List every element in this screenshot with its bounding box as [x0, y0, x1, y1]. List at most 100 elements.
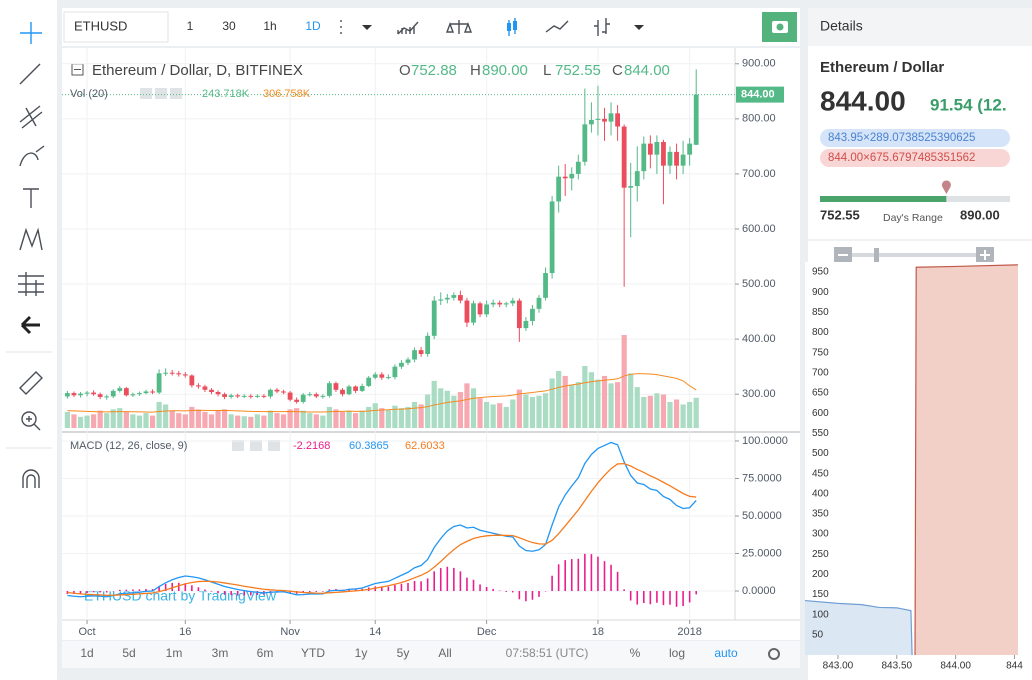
ohlc-key: C [612, 62, 623, 79]
candle-body [261, 395, 267, 397]
zoom-handle[interactable] [874, 248, 879, 263]
legend-button[interactable] [140, 88, 152, 99]
volume-bar [176, 413, 182, 428]
candle-body [241, 395, 247, 397]
dropdown[interactable] [634, 25, 644, 30]
volume-bar [503, 406, 509, 428]
brush-tool[interactable] [19, 145, 45, 167]
range-button[interactable]: 1d [80, 646, 93, 660]
volume-bar [202, 411, 208, 428]
candle-body [78, 393, 83, 396]
dropdown[interactable] [362, 25, 372, 30]
legend-buttons [140, 88, 280, 451]
candle-body [602, 118, 607, 122]
legend-button[interactable] [155, 88, 167, 99]
candle-body [307, 394, 313, 396]
scale-option[interactable]: log [669, 646, 685, 660]
legend-button[interactable] [250, 440, 262, 451]
depth-x-tick-label: 843.50 [881, 661, 912, 672]
text-tool[interactable] [23, 188, 39, 208]
scale-option[interactable]: % [630, 646, 641, 660]
candle-body [300, 394, 306, 402]
volume-bar [228, 414, 234, 428]
forecast-tool[interactable] [18, 272, 44, 296]
candle-body [209, 389, 214, 392]
volume-ma-line [67, 373, 697, 413]
interval-button[interactable]: 1h [263, 19, 276, 33]
volume-bar [307, 413, 313, 428]
volume-bar [294, 408, 300, 428]
x-tick-label: Nov [280, 626, 300, 638]
range-button[interactable]: 1m [166, 646, 183, 660]
line-style-button[interactable] [545, 20, 569, 33]
zoom-tool[interactable] [21, 411, 37, 427]
pattern-tool[interactable] [19, 227, 43, 251]
depth-y-tick-label: 850 [812, 307, 829, 318]
candle-body [228, 395, 234, 397]
volume-bar [189, 406, 195, 428]
settings-button[interactable] [768, 648, 780, 660]
back-tool[interactable] [20, 315, 40, 335]
candle-body [156, 373, 162, 393]
range-button[interactable]: 3m [212, 646, 229, 660]
range-button[interactable]: 5y [397, 646, 410, 660]
candle-body [549, 201, 555, 274]
symbol-box[interactable] [63, 11, 169, 43]
candle-body [647, 143, 653, 155]
fib-tool[interactable] [19, 105, 43, 129]
volume-bar [339, 411, 346, 428]
depth-y-tick-label: 500 [812, 448, 829, 459]
volume-legend: Vol (20) [70, 88, 108, 100]
interval-button[interactable]: 30 [222, 19, 236, 33]
compare-button[interactable] [445, 20, 473, 34]
candle-body [333, 383, 339, 390]
bars-button[interactable] [594, 18, 610, 36]
candle-body [530, 308, 535, 321]
volume-bar [267, 410, 274, 428]
range-button[interactable]: YTD [301, 646, 325, 660]
ohlc-value: 752.55 [555, 62, 601, 79]
legend-button[interactable] [268, 440, 280, 451]
legend-button[interactable] [170, 88, 182, 99]
x-tick-label: 14 [369, 626, 381, 638]
range-button[interactable]: All [438, 646, 451, 660]
volume-bar [673, 399, 680, 428]
range-button[interactable]: 1y [355, 646, 368, 660]
zoom-slider[interactable] [852, 253, 976, 257]
volume-bar [477, 398, 483, 428]
ohlc-key: H [470, 62, 481, 79]
volume-bar [693, 397, 699, 428]
line-tool[interactable] [19, 63, 41, 85]
candle-body [71, 393, 77, 396]
depth-y-tick-label: 100 [812, 609, 829, 620]
interval-button[interactable]: 1 [187, 19, 194, 33]
scale-option[interactable]: auto [714, 646, 738, 660]
volume-bar [333, 409, 339, 428]
range-button[interactable]: 5d [122, 646, 135, 660]
y-tick-label: 50.0000 [742, 510, 782, 522]
magnet-tool[interactable] [22, 469, 40, 488]
legend-button[interactable] [232, 440, 244, 451]
candle-body [399, 362, 404, 367]
candle-body [366, 377, 372, 386]
crosshair-tool[interactable] [20, 22, 42, 44]
candle-body [595, 118, 601, 120]
candle-body [608, 113, 614, 122]
x-tick-label: Oct [78, 626, 95, 638]
volume-ma-value: 306.758K [263, 88, 311, 100]
watermark: ETHUSD chart by TradingView [84, 588, 277, 604]
range-button[interactable]: 6m [257, 646, 274, 660]
indicators-button[interactable] [397, 21, 419, 35]
candle-body [84, 392, 90, 394]
ruler-tool[interactable] [19, 371, 43, 395]
depth-y-tick-label: 450 [812, 468, 829, 479]
volume-bar [438, 388, 444, 428]
volume-bar [84, 415, 90, 428]
volume-bar [556, 370, 562, 428]
depth-y-tick-label: 700 [812, 367, 829, 378]
depth-x-tick-label: 843.00 [823, 661, 854, 672]
interval-button[interactable]: 1D [305, 19, 321, 33]
candle-body [268, 389, 273, 397]
volume-bar [372, 403, 378, 428]
